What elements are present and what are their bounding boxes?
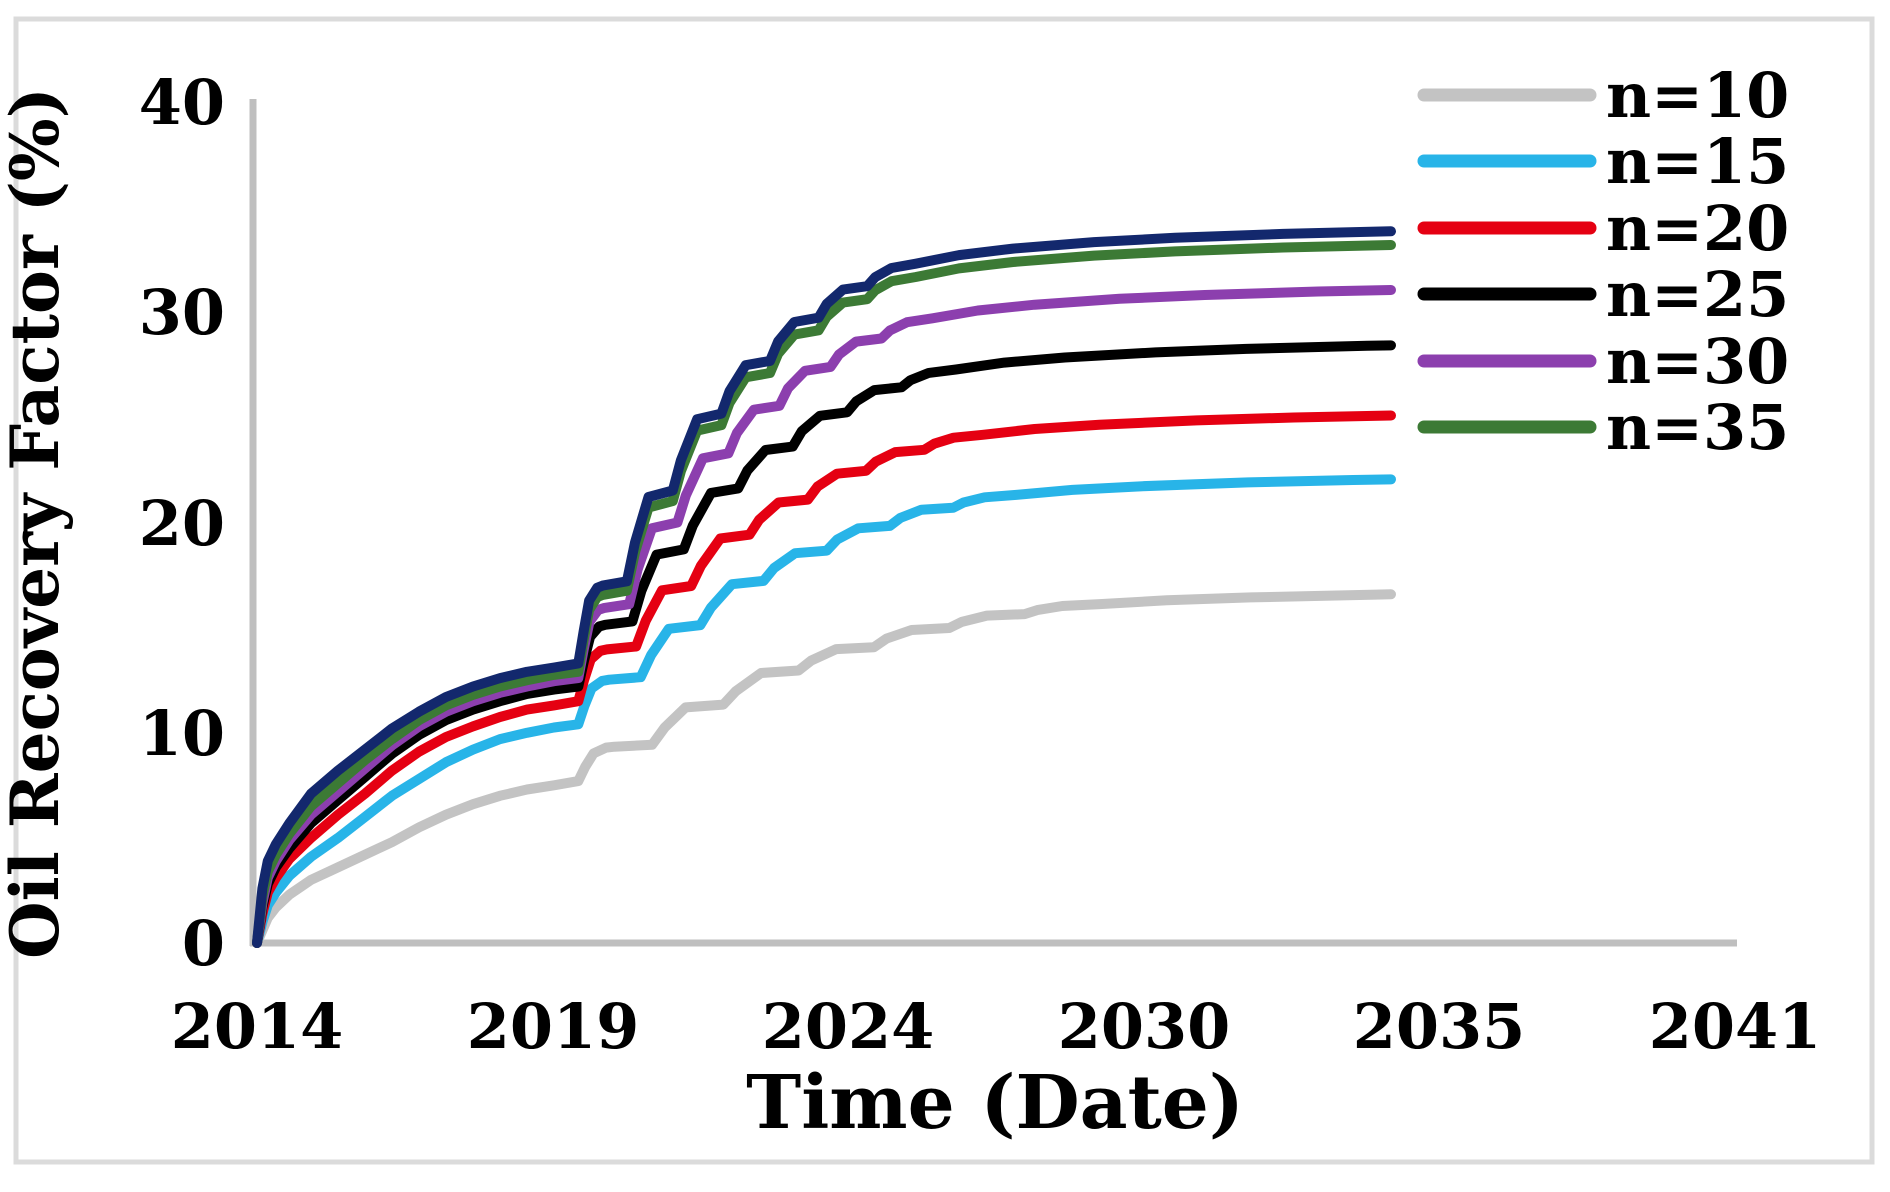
legend-label-n25: n=25 bbox=[1606, 258, 1789, 331]
y-tick-10: 10 bbox=[139, 697, 225, 770]
x-tick-2035: 2035 bbox=[1353, 990, 1526, 1063]
chart-legend: n=10 n=15 n=20 n=25 n=30 n=35 bbox=[1417, 59, 1789, 464]
legend-label-n10: n=10 bbox=[1606, 59, 1789, 132]
legend-label-n35: n=35 bbox=[1606, 391, 1789, 464]
legend-label-n15: n=15 bbox=[1606, 125, 1789, 198]
chart-frame-border bbox=[13, 16, 1875, 1165]
series-line-n10 bbox=[252, 589, 1396, 948]
y-tick-30: 30 bbox=[139, 276, 225, 349]
x-tick-2041: 2041 bbox=[1649, 990, 1822, 1063]
legend-item-n35: n=35 bbox=[1417, 391, 1789, 464]
y-tick-40: 40 bbox=[139, 66, 225, 139]
legend-label-n20: n=20 bbox=[1606, 192, 1789, 265]
y-axis-title: Oil Recovery Factor (%) bbox=[0, 87, 74, 959]
series-line-n15 bbox=[252, 474, 1396, 948]
series-lines-group bbox=[252, 226, 1396, 948]
legend-item-n30: n=30 bbox=[1417, 325, 1789, 398]
y-tick-0: 0 bbox=[182, 907, 225, 980]
series-line-n20 bbox=[252, 410, 1396, 948]
series-line-unlabeled-navy bbox=[252, 226, 1396, 948]
series-line-n30 bbox=[252, 285, 1396, 948]
x-tick-2019: 2019 bbox=[467, 990, 640, 1063]
y-axis-tick-labels: 0 10 20 30 40 bbox=[139, 66, 225, 980]
x-tick-2030: 2030 bbox=[1058, 990, 1231, 1063]
x-tick-2024: 2024 bbox=[762, 990, 935, 1063]
legend-item-n15: n=15 bbox=[1417, 125, 1789, 198]
x-tick-2014: 2014 bbox=[171, 990, 344, 1063]
legend-item-n25: n=25 bbox=[1417, 258, 1789, 331]
legend-item-n10: n=10 bbox=[1417, 59, 1789, 132]
y-tick-20: 20 bbox=[139, 487, 225, 560]
x-axis-title: Time (Date) bbox=[746, 1060, 1244, 1146]
legend-item-n20: n=20 bbox=[1417, 192, 1789, 265]
series-line-n25 bbox=[252, 340, 1396, 948]
x-axis-tick-labels: 2014 2019 2024 2030 2035 2041 bbox=[171, 990, 1822, 1063]
legend-label-n30: n=30 bbox=[1606, 325, 1789, 398]
